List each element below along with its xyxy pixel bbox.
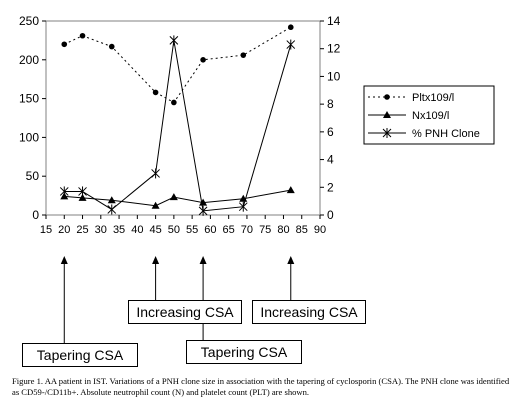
x-tick-label: 75	[259, 224, 271, 236]
x-tick-label: 65	[223, 224, 235, 236]
event-label-tapering-csa-2: Tapering CSA	[186, 340, 302, 364]
data-point-nx109-l	[151, 201, 160, 209]
y-left-tick-label: 50	[26, 169, 40, 183]
x-tick-label: 15	[40, 224, 52, 236]
data-point-nx109-l	[78, 193, 87, 201]
data-point-pltx109-l	[152, 89, 159, 96]
y-left-tick-label: 250	[19, 14, 39, 28]
legend-marker-pnh-clone	[382, 128, 392, 138]
figure-caption: Figure 1. AA patient in IST. Variations …	[12, 376, 510, 397]
legend-label-pltx109-l: Pltx109/l	[412, 92, 454, 104]
y-right-tick-label: 10	[327, 69, 341, 83]
y-right-tick-label: 8	[327, 97, 334, 111]
data-point-pltx109-l	[79, 32, 86, 39]
y-right-tick-label: 6	[327, 125, 334, 139]
legend-label-pnh-clone: % PNH Clone	[412, 128, 480, 140]
event-arrows	[60, 256, 295, 343]
data-point-pltx109-l	[287, 24, 294, 31]
y-right-tick-label: 4	[327, 153, 334, 167]
data-point-nx109-l	[286, 186, 295, 194]
legend-marker-pltx109-l	[384, 94, 390, 100]
data-point-pltx109-l	[171, 99, 177, 106]
x-tick-label: 70	[241, 224, 253, 236]
event-label-tapering-csa-1: Tapering CSA	[22, 343, 138, 367]
data-point-nx109-l	[107, 196, 116, 204]
x-tick-label: 80	[277, 224, 289, 236]
event-label-increasing-csa-1: Increasing CSA	[128, 300, 242, 324]
y-left-tick-label: 0	[32, 208, 39, 222]
series-line-pnh-clone	[64, 40, 292, 212]
x-tick-label: 45	[149, 224, 161, 236]
y-right-tick-label: 0	[327, 208, 334, 222]
data-point-pnh-clone	[151, 168, 160, 179]
data-point-pnh-clone	[107, 204, 117, 215]
x-tick-label: 30	[95, 224, 107, 236]
x-tick-label: 90	[314, 224, 326, 236]
data-point-pnh-clone	[169, 35, 179, 46]
data-point-pnh-clone	[198, 205, 208, 216]
series-line-nx109-l	[64, 189, 291, 207]
chart: 0 50 100 150 200 250 0 2 4 6 8 10 12 14 15 20 25 30 35 40 45…	[19, 14, 495, 236]
event-arrow-head-increasing-csa	[152, 256, 160, 264]
data-point-pltx109-l	[61, 41, 68, 48]
data-point-nx109-l	[199, 198, 208, 206]
data-point-pnh-clone	[59, 186, 69, 197]
plot-area-frame	[45, 20, 321, 216]
data-point-pltx109-l	[200, 57, 206, 63]
data-point-nx109-l	[169, 193, 178, 201]
x-tick-label: 20	[58, 224, 70, 236]
event-arrow-head-tapering-csa	[60, 256, 68, 264]
x-tick-label: 50	[168, 224, 180, 236]
data-point-pnh-clone	[238, 201, 248, 212]
y-left-tick-label: 200	[19, 53, 39, 67]
data-point-pltx109-l	[240, 52, 247, 58]
x-tick-label: 40	[131, 224, 143, 236]
data-point-pltx109-l	[108, 43, 115, 50]
y-left-tick-label: 100	[19, 130, 39, 144]
y-right-tick-label: 14	[327, 14, 341, 28]
event-label-increasing-csa-2: Increasing CSA	[252, 300, 366, 324]
x-tick-label: 25	[76, 224, 88, 236]
legend-label-nx109-l: Nx109/l	[412, 110, 449, 122]
x-tick-label: 85	[296, 224, 308, 236]
x-tick-label: 35	[113, 224, 125, 236]
y-right-tick-label: 2	[327, 180, 334, 194]
legend-marker-nx109-l	[383, 111, 391, 118]
series-line-pltx109-l	[64, 26, 292, 104]
data-point-pnh-clone	[286, 39, 296, 50]
y-left-tick-label: 150	[19, 92, 39, 106]
event-arrow-head-increasing-csa	[287, 256, 295, 264]
x-tick-label: 60	[204, 224, 216, 236]
data-point-pnh-clone	[78, 186, 87, 197]
x-tick-label: 55	[186, 224, 198, 236]
event-arrow-head-tapering-csa	[199, 256, 207, 264]
y-right-tick-label: 12	[327, 42, 341, 56]
